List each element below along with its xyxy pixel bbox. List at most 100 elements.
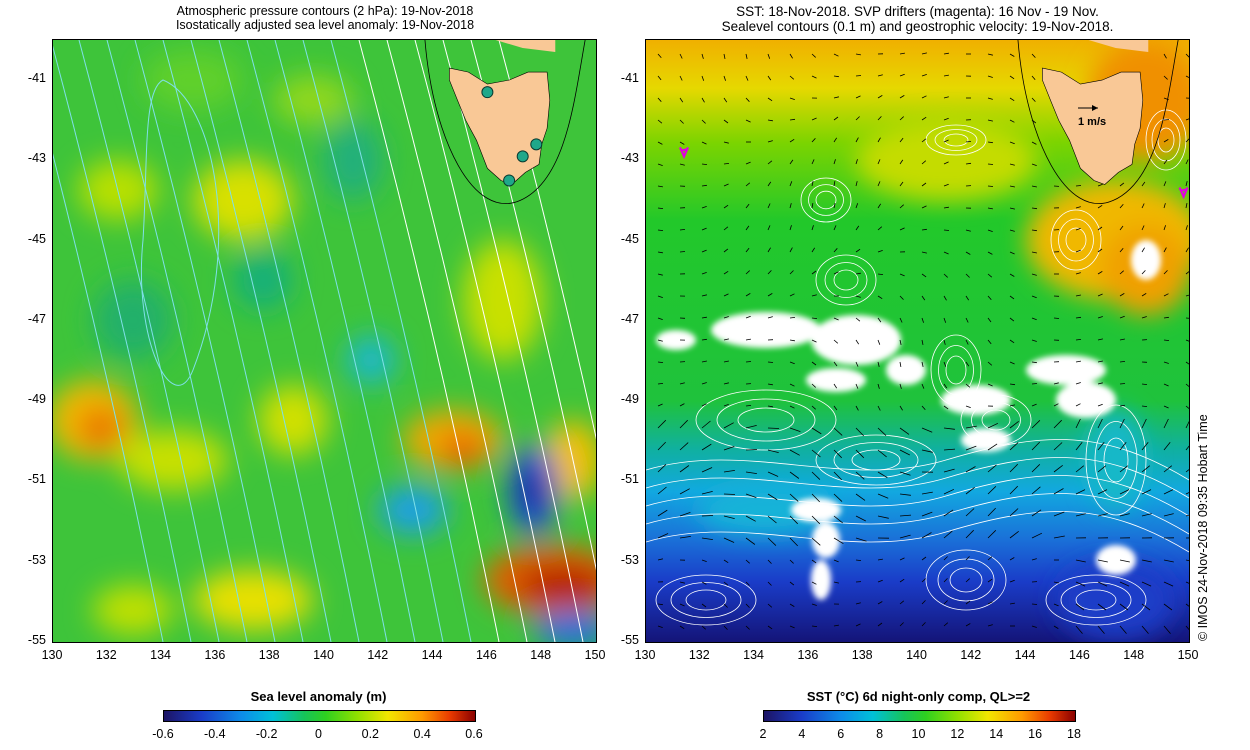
velocity-arrow bbox=[833, 624, 839, 627]
velocity-arrow bbox=[855, 515, 866, 522]
velocity-arrow bbox=[1053, 603, 1059, 607]
velocity-arrow bbox=[723, 382, 729, 385]
colorbar-tick: 8 bbox=[876, 727, 884, 741]
velocity-arrow bbox=[1141, 293, 1147, 297]
velocity-arrow bbox=[723, 183, 729, 187]
velocity-arrow bbox=[899, 514, 912, 517]
tasmania-land-right bbox=[1017, 40, 1179, 204]
velocity-arrow bbox=[877, 622, 883, 627]
lat-tick-left: -47 bbox=[27, 311, 46, 326]
velocity-arrow bbox=[811, 537, 821, 546]
velocity-arrow bbox=[1009, 273, 1015, 277]
velocity-arrow bbox=[789, 293, 795, 297]
velocity-arrow bbox=[767, 160, 773, 165]
velocity-arrow bbox=[679, 603, 685, 607]
velocity-arrow bbox=[1075, 465, 1085, 473]
velocity-arrow bbox=[657, 163, 663, 166]
colorbar-tick: 0.2 bbox=[361, 727, 380, 741]
velocity-arrow bbox=[899, 95, 905, 99]
velocity-arrow bbox=[789, 471, 800, 479]
velocity-arrow bbox=[921, 138, 927, 143]
velocity-arrow bbox=[855, 537, 867, 542]
lon-tick-left: 144 bbox=[421, 648, 443, 662]
colorbar-tick: 14 bbox=[989, 727, 1004, 741]
velocity-arrow bbox=[921, 317, 924, 323]
velocity-arrow bbox=[877, 361, 880, 367]
velocity-arrow bbox=[943, 405, 949, 410]
velocity-arrow bbox=[701, 272, 707, 275]
velocity-arrow bbox=[745, 97, 750, 102]
velocity-arrow bbox=[767, 383, 773, 386]
velocity-arrow bbox=[855, 427, 864, 437]
velocity-arrow bbox=[767, 625, 773, 630]
velocity-arrow bbox=[1031, 273, 1037, 276]
velocity-arrow bbox=[1163, 270, 1168, 275]
tasmania-island bbox=[1042, 67, 1144, 185]
velocity-arrow bbox=[1053, 464, 1063, 473]
velocity-arrow bbox=[1009, 602, 1015, 605]
velocity-arrow bbox=[1075, 185, 1082, 187]
velocity-arrow bbox=[679, 403, 685, 407]
velocity-arrow bbox=[943, 317, 947, 323]
velocity-arrow bbox=[657, 273, 663, 276]
velocity-arrow bbox=[745, 361, 752, 363]
pressure-contour-line bbox=[414, 40, 556, 642]
velocity-arrow bbox=[833, 248, 838, 253]
velocity-arrow bbox=[723, 515, 735, 519]
velocity-arrow bbox=[1185, 514, 1189, 517]
velocity-arrow bbox=[1163, 139, 1169, 143]
tide-gauge-marker bbox=[503, 174, 516, 187]
velocity-arrow bbox=[657, 295, 663, 298]
velocity-arrow bbox=[899, 273, 905, 277]
velocity-arrow bbox=[877, 405, 881, 411]
velocity-arrow bbox=[987, 163, 994, 165]
pressure-contour-line bbox=[162, 40, 304, 642]
velocity-arrow bbox=[1097, 418, 1103, 429]
velocity-arrow bbox=[987, 295, 992, 301]
velocity-arrow bbox=[789, 603, 795, 607]
velocity-arrow bbox=[855, 317, 861, 322]
velocity-arrow bbox=[657, 509, 668, 517]
velocity-arrow bbox=[855, 248, 861, 253]
velocity-arrow bbox=[1097, 316, 1103, 319]
velocity-arrow bbox=[701, 491, 713, 495]
velocity-arrow bbox=[789, 361, 795, 365]
velocity-arrow bbox=[1009, 185, 1015, 188]
velocity-arrow bbox=[811, 559, 817, 564]
velocity-arrow bbox=[877, 159, 881, 165]
velocity-arrow bbox=[701, 97, 705, 103]
velocity-arrow bbox=[1009, 97, 1015, 102]
pressure-contour-line bbox=[274, 40, 416, 642]
velocity-arrow bbox=[855, 361, 859, 367]
velocity-arrow bbox=[767, 225, 771, 231]
velocity-arrow bbox=[1031, 532, 1043, 539]
velocity-arrow bbox=[899, 427, 910, 435]
velocity-arrow bbox=[1009, 163, 1015, 166]
velocity-arrow bbox=[657, 75, 662, 81]
lat-tick-left: -43 bbox=[27, 151, 46, 166]
velocity-arrow bbox=[921, 449, 933, 453]
velocity-arrow bbox=[679, 141, 685, 145]
velocity-arrow bbox=[1075, 249, 1081, 253]
velocity-arrow bbox=[679, 97, 684, 103]
lon-tick-right: 150 bbox=[1177, 648, 1199, 662]
sealevel-contour-line bbox=[646, 457, 1189, 499]
shelf-break-contour bbox=[1017, 40, 1179, 204]
tide-gauge-marker bbox=[481, 86, 494, 99]
velocity-arrow bbox=[1009, 508, 1019, 517]
velocity-arrow bbox=[723, 316, 729, 319]
velocity-arrow bbox=[745, 515, 756, 522]
velocity-arrow bbox=[921, 95, 927, 99]
velocity-arrow bbox=[833, 427, 843, 436]
pressure-contour-line bbox=[106, 40, 248, 642]
sealevel-contour-line bbox=[655, 574, 757, 626]
velocity-arrow bbox=[1053, 382, 1059, 385]
drifter-track bbox=[1178, 187, 1189, 200]
lon-tick-left: 150 bbox=[584, 648, 606, 662]
velocity-arrow bbox=[1031, 207, 1038, 210]
velocity-arrow bbox=[899, 295, 904, 300]
velocity-arrow bbox=[723, 226, 729, 231]
velocity-arrow bbox=[943, 530, 953, 539]
velocity-arrow bbox=[723, 470, 735, 473]
velocity-arrow bbox=[657, 185, 663, 188]
